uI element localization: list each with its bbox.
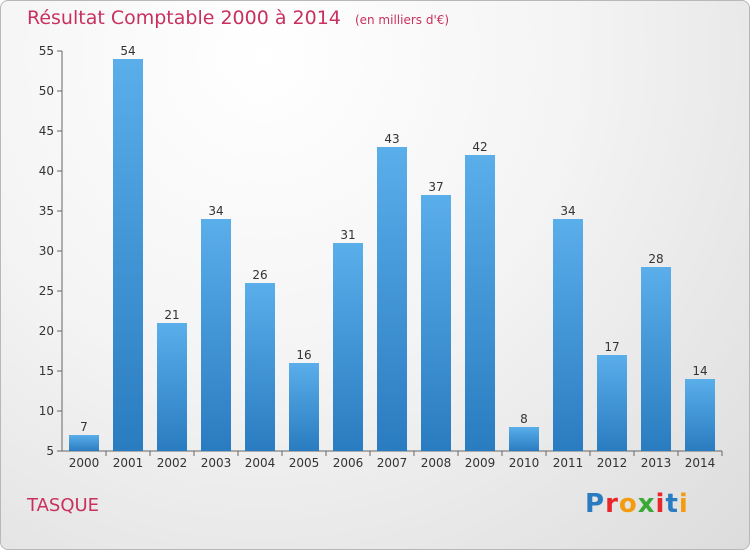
x-tick-label: 2009 [465,456,496,470]
bar-value-label: 43 [384,132,399,146]
x-tick-label: 2010 [509,456,540,470]
logo-letter: o [618,489,638,519]
bar-2013 [641,267,671,451]
bar-value-label: 31 [340,228,355,242]
y-tick-label: 25 [39,284,54,298]
x-tick-label: 2003 [201,456,232,470]
x-tick-label: 2006 [333,456,364,470]
bar-value-label: 21 [164,308,179,322]
bar-2004 [245,283,275,451]
x-tick-label: 2001 [113,456,144,470]
bar-2002 [157,323,187,451]
y-tick-label: 35 [39,204,54,218]
bar-2007 [377,147,407,451]
bar-value-label: 26 [252,268,267,282]
bar-value-label: 7 [80,420,88,434]
y-tick-label: 55 [39,44,54,58]
bar-value-label: 14 [692,364,707,378]
logo-letter: t [665,489,679,519]
x-tick-label: 2011 [553,456,584,470]
bar-2008 [421,195,451,451]
y-tick-label: 20 [39,324,54,338]
bar-2014 [685,379,715,451]
bar-2006 [333,243,363,451]
proxiti-logo: Proxiti [585,489,689,519]
bar-2012 [597,355,627,451]
bar-value-label: 17 [604,340,619,354]
bar-2003 [201,219,231,451]
bar-value-label: 54 [120,44,135,58]
logo-letter: x [637,489,656,519]
x-tick-label: 2012 [597,456,628,470]
bar-value-label: 34 [560,204,575,218]
y-tick-label: 40 [39,164,54,178]
bar-2009 [465,155,495,451]
logo-letter: i [678,489,689,519]
logo-letter: r [605,489,619,519]
bar-value-label: 42 [472,140,487,154]
title-unit: (en milliers d'€) [354,13,450,27]
logo-letter: P [585,489,606,519]
x-tick-label: 2013 [641,456,672,470]
bar-2011 [553,219,583,451]
x-tick-label: 2014 [685,456,716,470]
bar-value-label: 28 [648,252,663,266]
bar-value-label: 34 [208,204,223,218]
x-tick-label: 2002 [157,456,188,470]
bar-value-label: 8 [520,412,528,426]
bar-2000 [69,435,99,451]
bar-2001 [113,59,143,451]
bar-value-label: 16 [296,348,311,362]
logo-letter: i [655,489,666,519]
y-tick-label: 50 [39,84,54,98]
x-tick-label: 2008 [421,456,452,470]
chart-title: Résultat Comptable 2000 à 2014 (en milli… [27,7,449,29]
y-tick-label: 15 [39,364,54,378]
bar-value-label: 37 [428,180,443,194]
x-tick-label: 2004 [245,456,276,470]
y-tick-label: 10 [39,404,54,418]
y-tick-label: 5 [46,444,54,458]
y-tick-label: 30 [39,244,54,258]
x-tick-label: 2000 [69,456,100,470]
x-tick-label: 2005 [289,456,320,470]
title-text: Résultat Comptable 2000 à 2014 [27,7,341,29]
commune-name: TASQUE [27,495,100,516]
bar-2005 [289,363,319,451]
y-tick-label: 45 [39,124,54,138]
bar-2010 [509,427,539,451]
x-tick-label: 2007 [377,456,408,470]
